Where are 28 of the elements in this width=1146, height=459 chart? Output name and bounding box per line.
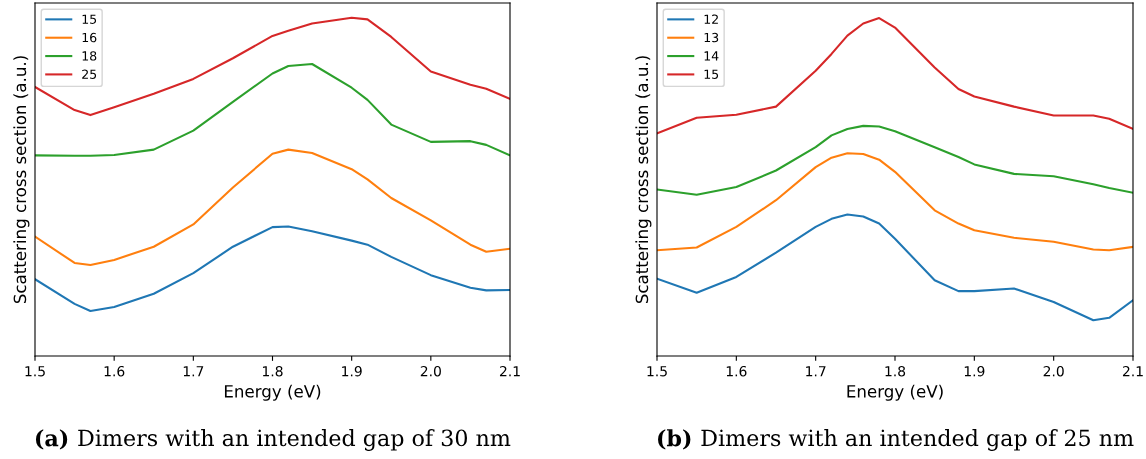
- legend-label: 18: [82, 51, 97, 61]
- legend-label: 16: [82, 32, 97, 43]
- x-axis-title: Energy (eV): [224, 384, 321, 401]
- x-tick-label: 1.8: [885, 365, 906, 377]
- legend-label: 15: [82, 14, 97, 24]
- legend-label: 12: [704, 14, 718, 24]
- x-tick-label: 1.9: [964, 365, 985, 377]
- x-tick-label: 2.0: [1043, 365, 1064, 377]
- x-tick-label: 2.1: [1122, 365, 1143, 377]
- x-tick-label: 1.6: [726, 365, 747, 377]
- legend-label: 13: [704, 32, 719, 43]
- x-tick-label: 1.9: [342, 365, 362, 377]
- x-tick-label: 1.6: [104, 365, 125, 377]
- legend-label: 14: [704, 51, 719, 61]
- text: (a) Dimers with an intended gap of 30 nm: [35, 429, 511, 451]
- legend-label: 15: [704, 69, 719, 79]
- x-tick-label: 2.1: [499, 365, 520, 377]
- x-tick-label: 1.5: [25, 366, 45, 377]
- x-tick-label: 1.7: [806, 366, 826, 377]
- x-tick-label: 1.8: [262, 365, 283, 377]
- x-tick-label: 2.0: [420, 365, 441, 377]
- x-tick-label: 1.7: [183, 366, 204, 377]
- text: (b) Dimers with an intended gap of 25 nm: [658, 429, 1134, 451]
- legend-label: 25: [82, 69, 97, 79]
- x-axis-title: Energy (eV): [847, 384, 943, 401]
- y-axis-title: Scattering cross section (a.u.): [635, 56, 652, 304]
- x-tick-label: 1.5: [647, 366, 667, 377]
- y-axis-title: Scattering cross section (a.u.): [13, 56, 30, 304]
